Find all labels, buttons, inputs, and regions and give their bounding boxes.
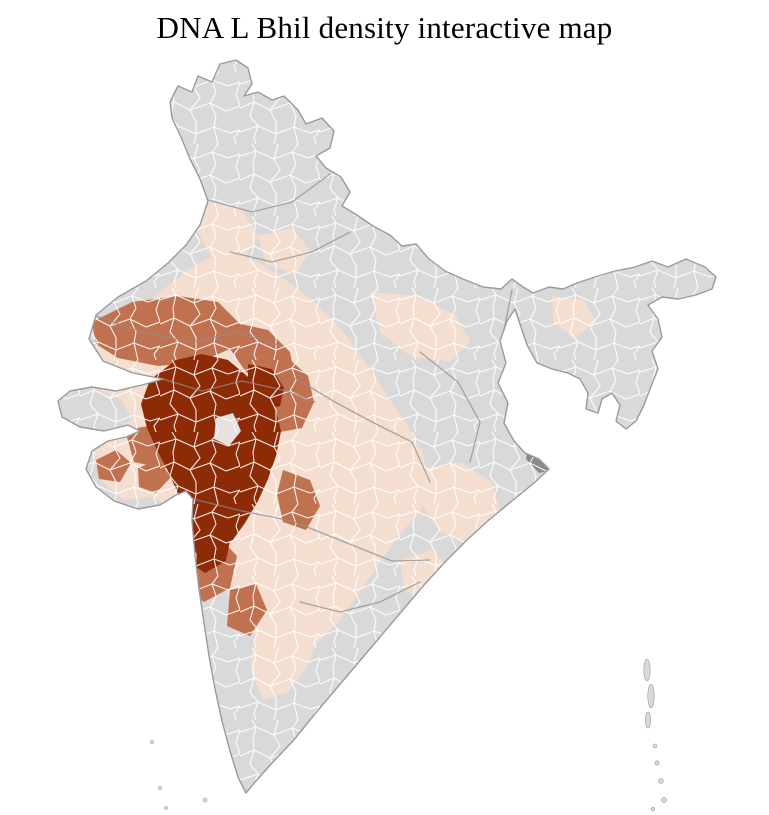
island[interactable] [650, 806, 656, 812]
island[interactable] [658, 778, 664, 784]
state-borders [95, 173, 513, 613]
island[interactable] [643, 658, 651, 682]
island[interactable] [661, 797, 667, 803]
island[interactable] [202, 797, 208, 803]
island[interactable] [654, 760, 660, 766]
andaman-nicobar-islands[interactable] [643, 658, 667, 812]
page-title: DNA L Bhil density interactive map [156, 10, 613, 45]
island[interactable] [645, 711, 651, 729]
india-outline [57, 59, 717, 794]
lakshadweep-islands[interactable] [150, 740, 208, 810]
island[interactable] [164, 806, 168, 810]
island[interactable] [652, 743, 658, 749]
island[interactable] [647, 683, 655, 709]
district-borders-overlay [58, 60, 716, 793]
island[interactable] [150, 740, 154, 744]
island[interactable] [158, 786, 162, 790]
